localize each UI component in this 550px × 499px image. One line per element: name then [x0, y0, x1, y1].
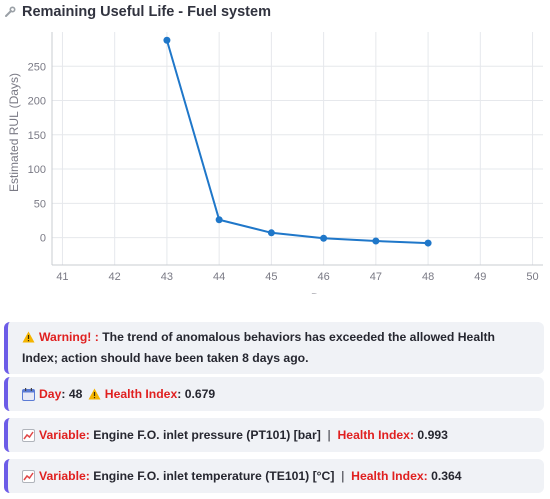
variable-label: Variable: — [39, 469, 90, 483]
health-index-label: Health Index: — [337, 428, 415, 442]
health-index-label: Health Index — [104, 387, 178, 401]
warning-icon — [22, 331, 35, 343]
x-tick-label: 45 — [265, 271, 277, 283]
data-point — [372, 237, 380, 245]
x-axis-label: Day — [311, 291, 332, 294]
y-tick-label: 200 — [28, 96, 46, 108]
separator: | — [327, 428, 331, 442]
x-tick-label: 49 — [474, 271, 486, 283]
health-index-colon: : — [177, 387, 182, 401]
data-point — [163, 36, 171, 44]
series-line — [165, 39, 429, 245]
x-tick-label: 46 — [317, 271, 329, 283]
variable-label: Variable: — [39, 428, 90, 442]
variable-box-pressure: Variable: Engine F.O. inlet pressure (PT… — [4, 418, 544, 452]
wrench-icon — [5, 6, 16, 17]
health-index-value: 0.993 — [417, 428, 448, 442]
day-value: 48 — [68, 387, 83, 401]
chart-title-text: Remaining Useful Life - Fuel system — [22, 4, 271, 20]
y-axis-label: Estimated RUL (Days) — [7, 73, 21, 192]
x-tick-label: 44 — [213, 271, 225, 283]
warning-icon — [88, 388, 101, 400]
data-point — [215, 216, 223, 224]
x-tick-label: 42 — [109, 271, 121, 283]
warning-label: Warning! : — [39, 330, 99, 344]
y-tick-label: 150 — [28, 130, 46, 142]
data-point — [267, 229, 275, 237]
rul-line-chart: 41 42 43 44 45 46 47 48 49 50 0 50 100 150 200 250 Day Es… — [7, 32, 543, 294]
health-index-value: 0.364 — [431, 469, 462, 483]
health-index-label: Health Index: — [351, 469, 428, 483]
data-point — [320, 234, 328, 242]
calendar-icon — [22, 387, 35, 401]
day-health-box: Day: 48 Health Index: 0.679 — [4, 377, 544, 411]
warning-alert: Warning! : The trend of anomalous behavi… — [4, 322, 544, 374]
chart-title: Remaining Useful Life - Fuel system — [4, 0, 271, 24]
health-index-value: 0.679 — [184, 387, 216, 401]
x-tick-label: 43 — [161, 271, 173, 283]
chart-increasing-icon — [22, 428, 35, 442]
data-point — [424, 239, 432, 247]
variable-box-temperature: Variable: Engine F.O. inlet temperature … — [4, 459, 544, 493]
y-tick-label: 50 — [34, 198, 46, 210]
day-colon: : — [61, 387, 66, 401]
y-tick-label: 100 — [28, 164, 46, 176]
day-label: Day — [39, 387, 62, 401]
warning-text: The trend of anomalous behaviors has exc… — [22, 330, 495, 365]
chart-increasing-icon — [22, 469, 35, 483]
separator: | — [341, 469, 345, 483]
variable-value: Engine F.O. inlet temperature (TE101) [°… — [93, 469, 335, 483]
x-tick-label: 41 — [56, 271, 68, 283]
x-tick-label: 50 — [526, 271, 538, 283]
y-tick-label: 0 — [40, 233, 46, 245]
variable-value: Engine F.O. inlet pressure (PT101) [bar] — [93, 428, 321, 442]
x-tick-label: 47 — [370, 271, 382, 283]
x-tick-label: 48 — [422, 271, 434, 283]
y-tick-label: 250 — [28, 61, 46, 73]
